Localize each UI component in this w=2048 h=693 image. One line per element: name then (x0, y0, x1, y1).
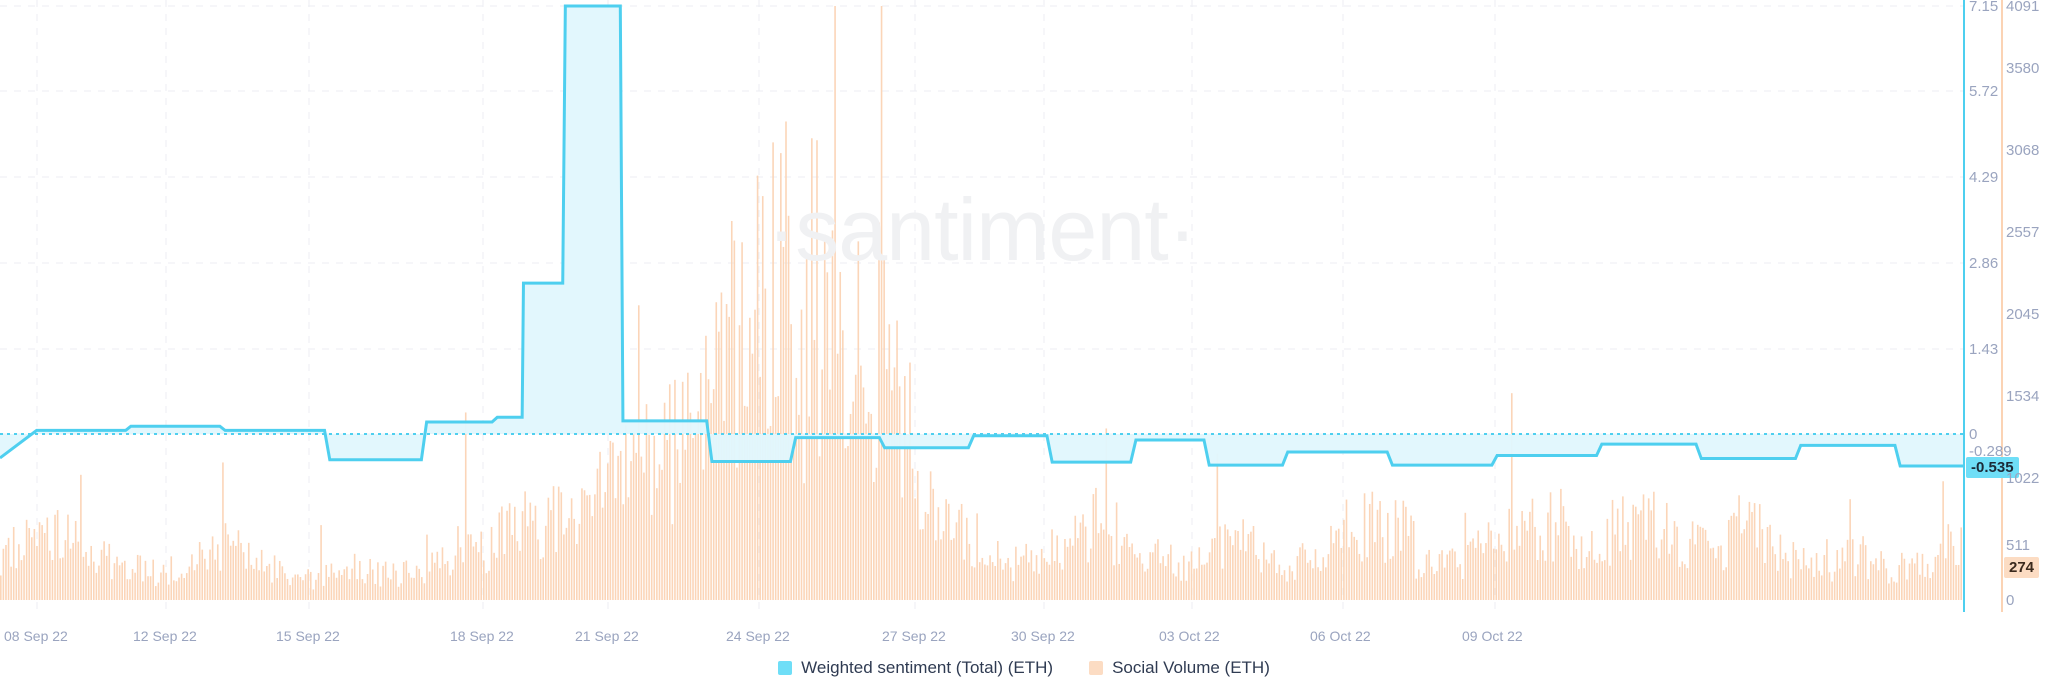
volume-tick-label: 2557 (2006, 224, 2040, 241)
legend-swatch-volume-icon (1089, 661, 1104, 675)
x-axis-tick-label: 03 Oct 22 (1159, 628, 1220, 644)
x-axis-tick-label: 09 Oct 22 (1462, 628, 1523, 644)
sentiment-step-line (0, 4, 1963, 468)
x-axis-tick-label: 08 Sep 22 (4, 628, 68, 644)
volume-tick-label: 4091 (2006, 0, 2040, 15)
x-axis-tick-label: 24 Sep 22 (726, 628, 790, 644)
x-axis-tick-label: 21 Sep 22 (575, 628, 639, 644)
x-axis-tick-label: 15 Sep 22 (276, 628, 340, 644)
plot-area[interactable] (0, 0, 1963, 612)
legend-item-weighted-sentiment[interactable]: Weighted sentiment (Total) (ETH) (778, 658, 1053, 678)
sentiment-area-fill (0, 6, 1963, 467)
x-axis-ticks: 08 Sep 22 12 Sep 22 15 Sep 22 18 Sep 22 21 S… (0, 628, 1963, 648)
volume-tick-label: 3580 (2006, 60, 2040, 77)
social-volume-bars (0, 6, 1963, 601)
sentiment-current-value-badge: -0.535 (1966, 457, 2019, 478)
sentiment-axis-line (1963, 0, 1965, 612)
legend-label-volume: Social Volume (ETH) (1112, 658, 1270, 677)
legend-item-social-volume[interactable]: Social Volume (ETH) (1089, 658, 1270, 678)
sentiment-tick-label: 0 (1969, 426, 1978, 443)
sentiment-tick-label: 2.86 (1969, 255, 1999, 272)
x-axis-tick-label: 27 Sep 22 (882, 628, 946, 644)
sentiment-tick-label: 5.72 (1969, 83, 1999, 100)
chart-legend: Weighted sentiment (Total) (ETH) Social … (0, 658, 2048, 678)
volume-tick-label: 0 (2006, 592, 2015, 609)
x-axis-tick-label: 12 Sep 22 (133, 628, 197, 644)
sentiment-tick-label: 1.43 (1969, 341, 1999, 358)
volume-axis-line (2001, 0, 2003, 612)
volume-current-value-badge: 274 (2004, 557, 2040, 578)
volume-tick-label: 2045 (2006, 306, 2040, 323)
sentiment-tick-label-min: -0.289 (1969, 443, 2012, 460)
sentiment-tick-label: 4.29 (1969, 169, 1999, 186)
x-axis-tick-label: 18 Sep 22 (450, 628, 514, 644)
x-axis-tick-label: 06 Oct 22 (1310, 628, 1371, 644)
volume-tick-label: 3068 (2006, 142, 2040, 159)
legend-swatch-sentiment-icon (778, 661, 793, 675)
grid-lines (0, 0, 1963, 612)
volume-tick-label: 1022 (2006, 470, 2040, 487)
volume-tick-label: 1534 (2006, 388, 2040, 405)
sentiment-tick-label: 7.15 (1969, 0, 1999, 15)
legend-label-sentiment: Weighted sentiment (Total) (ETH) (801, 658, 1054, 677)
x-axis-tick-label: 30 Sep 22 (1011, 628, 1075, 644)
volume-tick-label: 511 (2006, 537, 2030, 554)
plot-svg (0, 0, 1963, 612)
